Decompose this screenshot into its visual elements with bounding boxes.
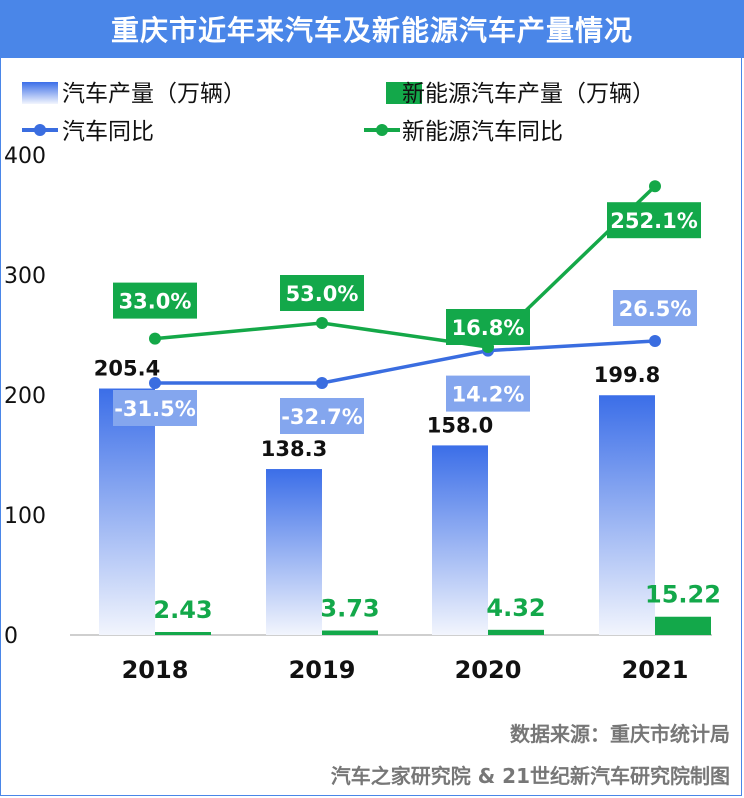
x-tick-label: 2021 (622, 656, 689, 684)
x-tick-label: 2020 (455, 656, 522, 684)
bar-label-car: 205.4 (94, 357, 160, 381)
bar-label-car: 138.3 (261, 437, 327, 461)
y-tick-label: 200 (4, 384, 46, 409)
nev-yoy-point (149, 332, 161, 345)
nev-yoy-label-box (113, 282, 197, 319)
nev-yoy-point (649, 180, 661, 193)
chart-title: 重庆市近年来汽车及新能源汽车产量情况 (0, 0, 744, 58)
legend-label-car-bar: 汽车产量（万辆） (62, 81, 246, 107)
legend-swatch-car-dot (34, 124, 46, 136)
car-yoy-label: -32.7% (281, 405, 363, 429)
credit-note: 汽车之家研究院 & 21世纪新汽车研究院制图 (330, 764, 730, 788)
car-yoy-label: 26.5% (619, 297, 692, 321)
bar-label-nev: 15.22 (645, 581, 721, 609)
nev-yoy-label-box (446, 309, 530, 345)
y-tick-label: 100 (4, 504, 46, 529)
legend-swatch-car-bar (22, 82, 58, 104)
bar-label-nev: 3.73 (320, 595, 379, 623)
nev-yoy-label: 16.8% (452, 316, 525, 340)
car-yoy-label-box (280, 398, 364, 434)
nev-yoy-line (154, 184, 657, 349)
car-yoy-label-box (446, 375, 530, 412)
axes: 0 100 200 300 400 2018 2019 2020 2021 (4, 144, 712, 684)
bar-car-production (99, 388, 155, 635)
bar-label-car: 158.0 (427, 413, 493, 437)
car-yoy-line (155, 339, 656, 385)
bar-nev-production (655, 616, 711, 635)
y-tick-label: 400 (4, 144, 46, 169)
car-yoy-label-box (613, 290, 697, 326)
car-yoy-label-box (113, 390, 197, 426)
nev-yoy-label-box (280, 275, 364, 311)
legend-swatch-nev-bar (386, 82, 422, 104)
bar-label-car: 199.8 (594, 363, 660, 387)
bar-label-nev: 4.32 (486, 594, 545, 622)
bars (99, 388, 711, 635)
nev-yoy-label: 53.0% (286, 282, 359, 306)
data-labels: 205.4 2.43 138.3 3.73 158.0 4.32 199.8 15.22 -31… (94, 202, 721, 624)
car-yoy-point (149, 377, 161, 389)
nev-yoy-label-box (607, 202, 701, 239)
nev-yoy-label: 33.0% (119, 290, 192, 314)
bar-car-production (266, 469, 322, 635)
bar-label-nev: 2.43 (153, 596, 212, 624)
car-yoy-label: -31.5% (114, 397, 196, 421)
y-tick-label: 300 (4, 264, 46, 289)
legend-label-nev-bar: 新能源汽车产量（万辆） (402, 81, 655, 107)
legend-label-nev-line: 新能源汽车同比 (402, 119, 563, 145)
bar-car-production (599, 395, 655, 635)
nev-yoy-point (316, 317, 328, 329)
x-tick-label: 2019 (289, 656, 356, 684)
car-yoy-label: 14.2% (452, 383, 525, 407)
nev-yoy-label: 252.1% (610, 209, 697, 233)
legend-label-car-line: 汽车同比 (62, 119, 154, 145)
source-note: 数据来源：重庆市统计局 (510, 722, 730, 746)
x-tick-label: 2018 (122, 656, 189, 684)
car-yoy-point (316, 377, 328, 389)
legend-swatch-nev-dot (376, 124, 388, 136)
car-yoy-point (649, 335, 661, 347)
bar-car-production (432, 445, 488, 635)
bar-nev-production (488, 629, 544, 635)
legend: 汽车产量（万辆） 新能源汽车产量（万辆） 汽车同比 新能源汽车同比 (22, 81, 655, 145)
lines (149, 180, 661, 389)
bar-nev-production (322, 630, 378, 635)
bar-nev-production (155, 632, 211, 635)
y-tick-label: 0 (4, 624, 18, 649)
